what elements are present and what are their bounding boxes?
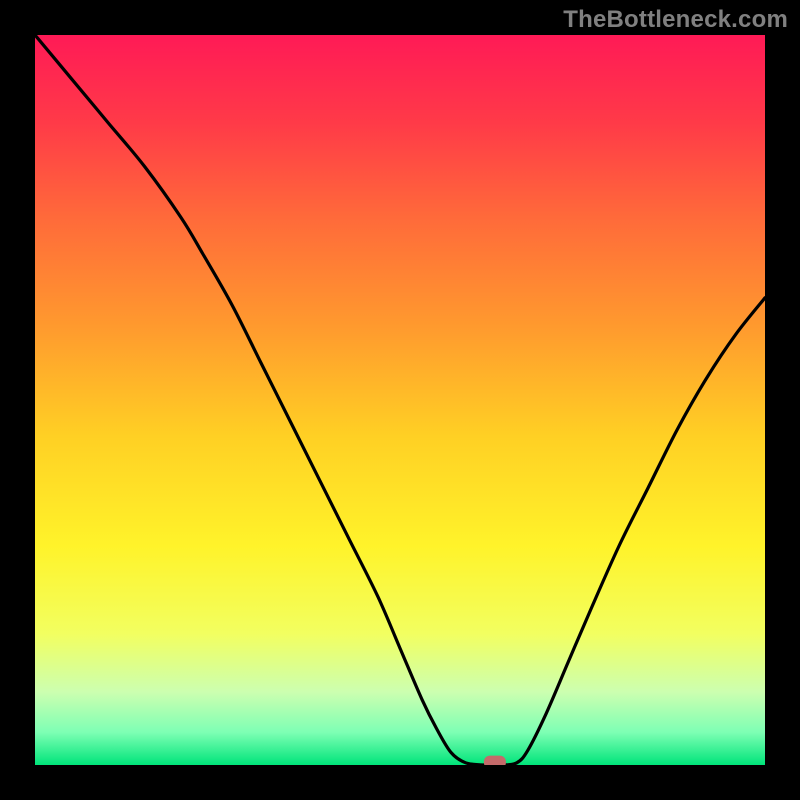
- chart-frame: TheBottleneck.com: [0, 0, 800, 800]
- gradient-background: [35, 35, 765, 765]
- watermark-text: TheBottleneck.com: [563, 6, 788, 34]
- optimal-marker: [484, 756, 506, 765]
- bottleneck-chart: [35, 35, 765, 765]
